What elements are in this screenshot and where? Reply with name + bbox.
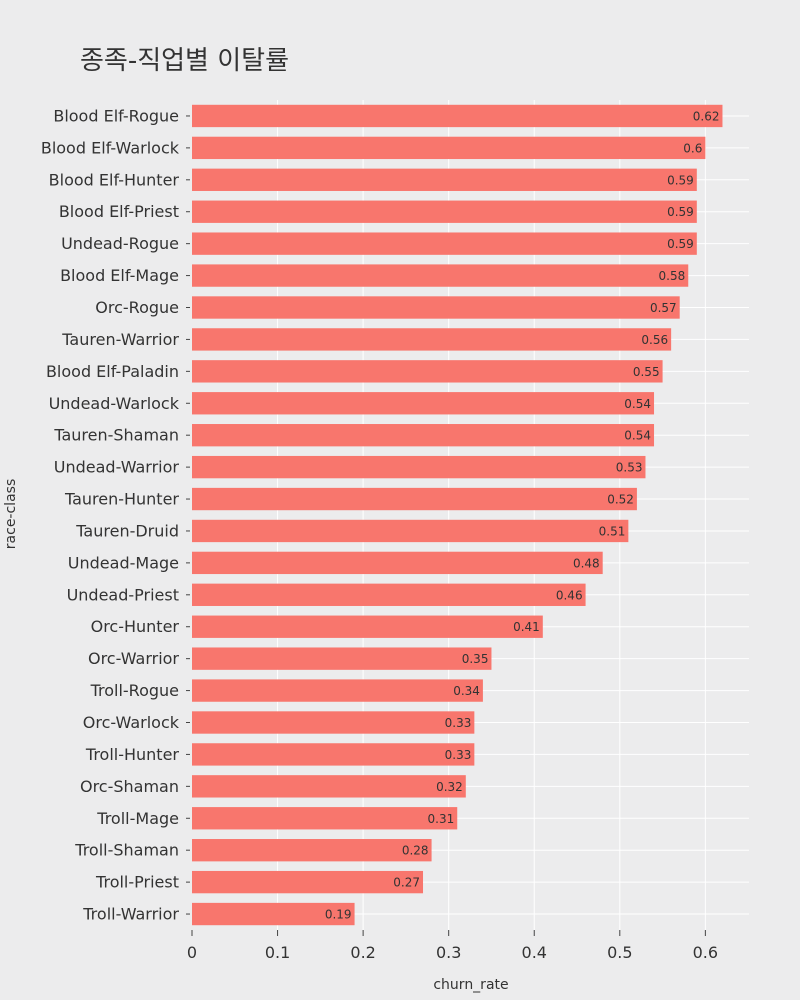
x-tick-label: 0.6: [693, 943, 718, 962]
y-tick-label: Blood Elf-Mage: [60, 266, 179, 285]
bar-value-label: 0.59: [667, 205, 694, 219]
bar-value-label: 0.62: [693, 109, 720, 123]
y-tick-label: Troll-Priest: [95, 873, 179, 892]
y-tick-label: Blood Elf-Paladin: [46, 362, 179, 381]
y-tick-label: Orc-Hunter: [91, 617, 180, 636]
y-tick-label: Tauren-Shaman: [53, 426, 179, 445]
bar: [192, 455, 646, 479]
bar: [192, 424, 655, 447]
bar-value-label: 0.55: [633, 365, 660, 379]
bar-value-label: 0.58: [659, 269, 686, 283]
bar-value-label: 0.57: [650, 301, 677, 315]
bar: [192, 487, 637, 511]
bars: [192, 104, 723, 926]
y-tick-label: Orc-Warlock: [83, 713, 180, 732]
y-tick-label: Blood Elf-Priest: [59, 202, 179, 221]
x-tick-label: 0.1: [265, 943, 290, 962]
bar-value-label: 0.54: [624, 397, 651, 411]
bar-value-label: 0.56: [641, 333, 668, 347]
x-axis-tick-labels: 0 0.1 0.2 0.3 0.4 0.5 0.6: [187, 930, 718, 962]
bar: [192, 168, 697, 191]
bar-value-label: 0.53: [616, 461, 643, 475]
bar-value-label: 0.59: [667, 173, 694, 187]
bar: [192, 264, 689, 287]
bar: [192, 232, 697, 255]
x-tick-label: 0.2: [350, 943, 375, 962]
bar: [192, 551, 603, 575]
y-tick-label: Troll-Hunter: [85, 745, 180, 764]
y-tick-label: Undead-Priest: [67, 585, 179, 604]
x-axis-title: churn_rate: [433, 977, 508, 993]
y-tick-label: Troll-Mage: [96, 809, 179, 828]
bar-value-label: 0.51: [599, 524, 626, 538]
y-tick-label: Orc-Shaman: [80, 777, 179, 796]
y-tick-label: Orc-Rogue: [95, 298, 179, 317]
bar: [192, 360, 663, 383]
bar: [192, 647, 492, 670]
y-tick-label: Blood Elf-Rogue: [53, 106, 179, 125]
x-tick-label: 0.3: [436, 943, 461, 962]
bar: [192, 583, 586, 606]
y-tick-label: Tauren-Druid: [75, 521, 179, 540]
x-tick-label: 0: [187, 943, 197, 962]
bar: [192, 839, 432, 862]
bar-value-label: 0.41: [513, 620, 540, 634]
y-tick-label: Troll-Shaman: [74, 841, 179, 860]
y-axis-title: race-class: [3, 479, 19, 549]
y-tick-label: Blood Elf-Warlock: [41, 138, 180, 157]
bar-value-label: 0.33: [445, 716, 472, 730]
bar-value-label: 0.46: [556, 588, 583, 602]
y-tick-label: Troll-Warrior: [82, 905, 179, 924]
bar: [192, 615, 543, 638]
y-tick-label: Orc-Warrior: [88, 649, 179, 668]
y-axis-tick-labels: Blood Elf-Rogue Blood Elf-Warlock Blood El…: [41, 106, 190, 924]
bar: [192, 136, 706, 160]
bar: [192, 775, 466, 798]
bar-value-label: 0.35: [462, 652, 489, 666]
bar-value-label: 0.31: [428, 812, 455, 826]
bar: [192, 679, 483, 702]
bar-value-label: 0.28: [402, 844, 429, 858]
bar-value-label: 0.33: [445, 748, 472, 762]
bar: [192, 104, 723, 128]
y-tick-label: Tauren-Warrior: [61, 330, 179, 349]
bar: [192, 711, 475, 734]
bar-value-label: 0.19: [325, 908, 352, 922]
bar: [192, 870, 424, 894]
data-labels: 0.62 0.6 0.59 0.59 0.59 0.58 0.57 0.56 0.55 0.54 0…: [325, 109, 720, 921]
y-tick-label: Undead-Warrior: [54, 458, 180, 477]
chart-title: 종족-직업별 이탈률: [80, 46, 289, 76]
bar-value-label: 0.34: [453, 684, 480, 698]
bar-value-label: 0.52: [607, 493, 634, 507]
y-tick-label: Undead-Warlock: [49, 394, 180, 413]
bar: [192, 743, 475, 766]
y-tick-label: Undead-Rogue: [61, 234, 179, 253]
bar: [192, 807, 458, 830]
bar-value-label: 0.32: [436, 780, 463, 794]
bar: [192, 392, 655, 415]
y-tick-label: Troll-Rogue: [90, 681, 179, 700]
bar-value-label: 0.27: [393, 876, 420, 890]
bar: [192, 519, 629, 543]
bar: [192, 200, 697, 223]
bar: [192, 902, 355, 926]
x-tick-label: 0.5: [607, 943, 632, 962]
bar: [192, 328, 672, 351]
bar-value-label: 0.59: [667, 237, 694, 251]
bar-value-label: 0.6: [683, 141, 702, 155]
y-tick-label: Undead-Mage: [68, 553, 179, 572]
bar-value-label: 0.54: [624, 429, 651, 443]
x-tick-label: 0.4: [522, 943, 547, 962]
y-tick-label: Blood Elf-Hunter: [49, 170, 180, 189]
bar-value-label: 0.48: [573, 556, 600, 570]
bar: [192, 296, 680, 319]
y-tick-label: Tauren-Hunter: [64, 490, 179, 509]
